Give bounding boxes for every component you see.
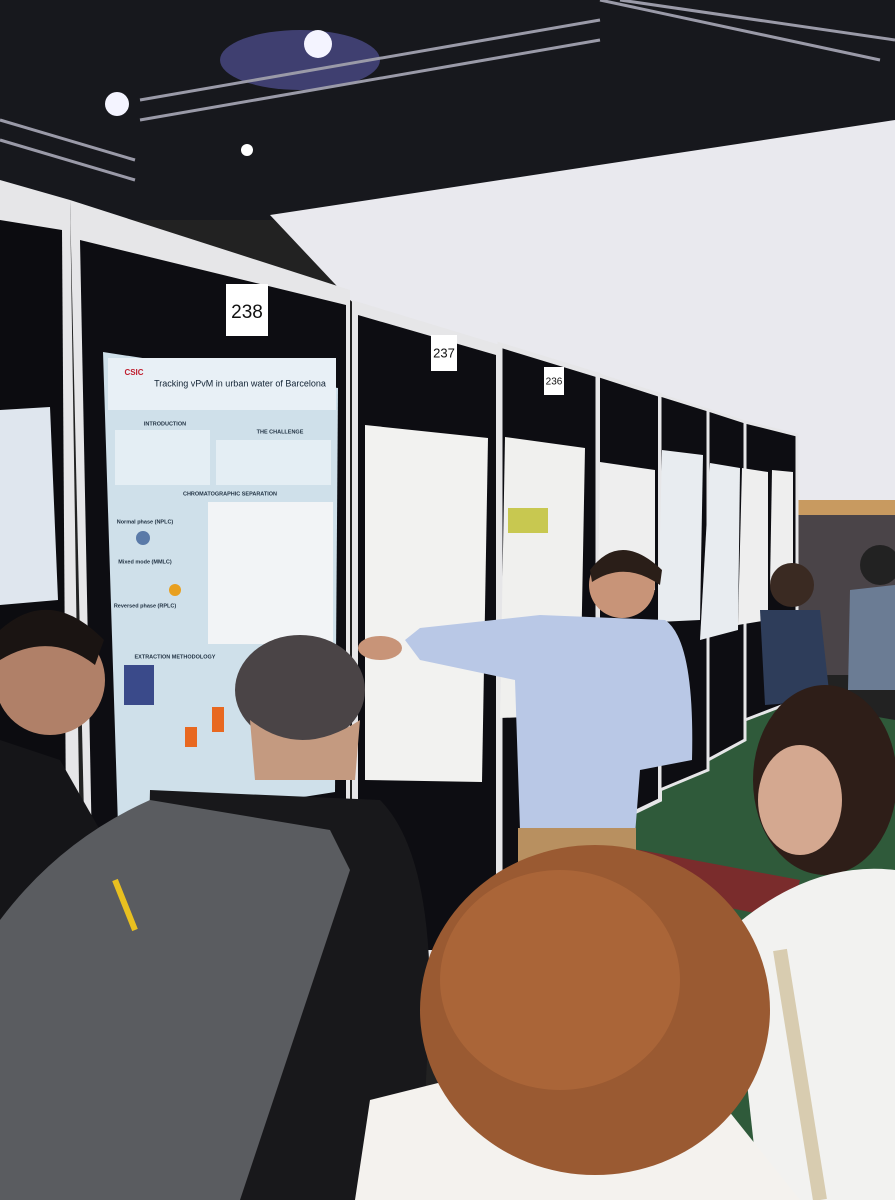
booth-number-card: [544, 367, 564, 395]
poster-section: Reversed phase (RPLC): [114, 603, 177, 609]
person-hair: [590, 550, 662, 585]
bag-strap: [773, 948, 827, 1200]
poster: [658, 450, 703, 622]
backpack-clip: [112, 878, 138, 932]
booth-number-card: [431, 335, 457, 371]
poster-section: EXTRACTION METHODOLOGY: [135, 654, 216, 660]
poster-section: Normal phase (NPLC): [117, 519, 174, 525]
poster-icon: [169, 584, 181, 596]
ceiling-light: [241, 144, 253, 156]
booth-number-card: [226, 284, 268, 336]
poster-section: INTRODUCTION: [144, 421, 186, 427]
poster: [770, 470, 793, 585]
poster: [0, 407, 58, 605]
poster-icon: [136, 531, 150, 545]
poster-section: CHROMATOGRAPHIC SEPARATION: [183, 491, 277, 497]
person-body: [848, 585, 895, 690]
booth-number: 237: [433, 345, 455, 360]
backpack: [0, 800, 350, 1200]
poster-title: Tracking vPvM in urban water of Barcelon…: [154, 378, 326, 388]
ceiling-light: [304, 30, 332, 58]
poster-section: THE CHALLENGE: [257, 429, 304, 435]
person-shirt: [405, 615, 693, 835]
poster-figure: [508, 508, 548, 533]
ceiling-light: [105, 92, 129, 116]
person-hair: [0, 609, 104, 665]
person-cap: [235, 635, 365, 745]
poster-header: [108, 358, 336, 410]
booth-number: 236: [546, 377, 563, 388]
person-shirt: [730, 868, 895, 1200]
poster-figure: [124, 665, 154, 705]
poster-figure: [212, 707, 224, 732]
truss: [0, 0, 895, 182]
poster: [365, 425, 488, 782]
poster-section: Mixed mode (MMLC): [118, 559, 172, 565]
poster-text-block: [115, 430, 210, 485]
person-head: [770, 563, 814, 607]
ceiling-glow: [220, 30, 380, 90]
person-face: [758, 745, 842, 855]
person-hand: [358, 636, 402, 660]
poster-figure: [185, 727, 197, 747]
poster: [738, 468, 768, 625]
poster: [700, 463, 740, 640]
person-head: [860, 545, 895, 585]
poster-chart-area: [208, 502, 333, 644]
poster-logo: CSIC: [124, 368, 143, 377]
person-hair: [440, 870, 680, 1090]
person-neck: [250, 720, 360, 780]
person-body: [760, 610, 830, 705]
poster-text-block: [216, 440, 331, 485]
booth-number: 238: [231, 302, 263, 323]
